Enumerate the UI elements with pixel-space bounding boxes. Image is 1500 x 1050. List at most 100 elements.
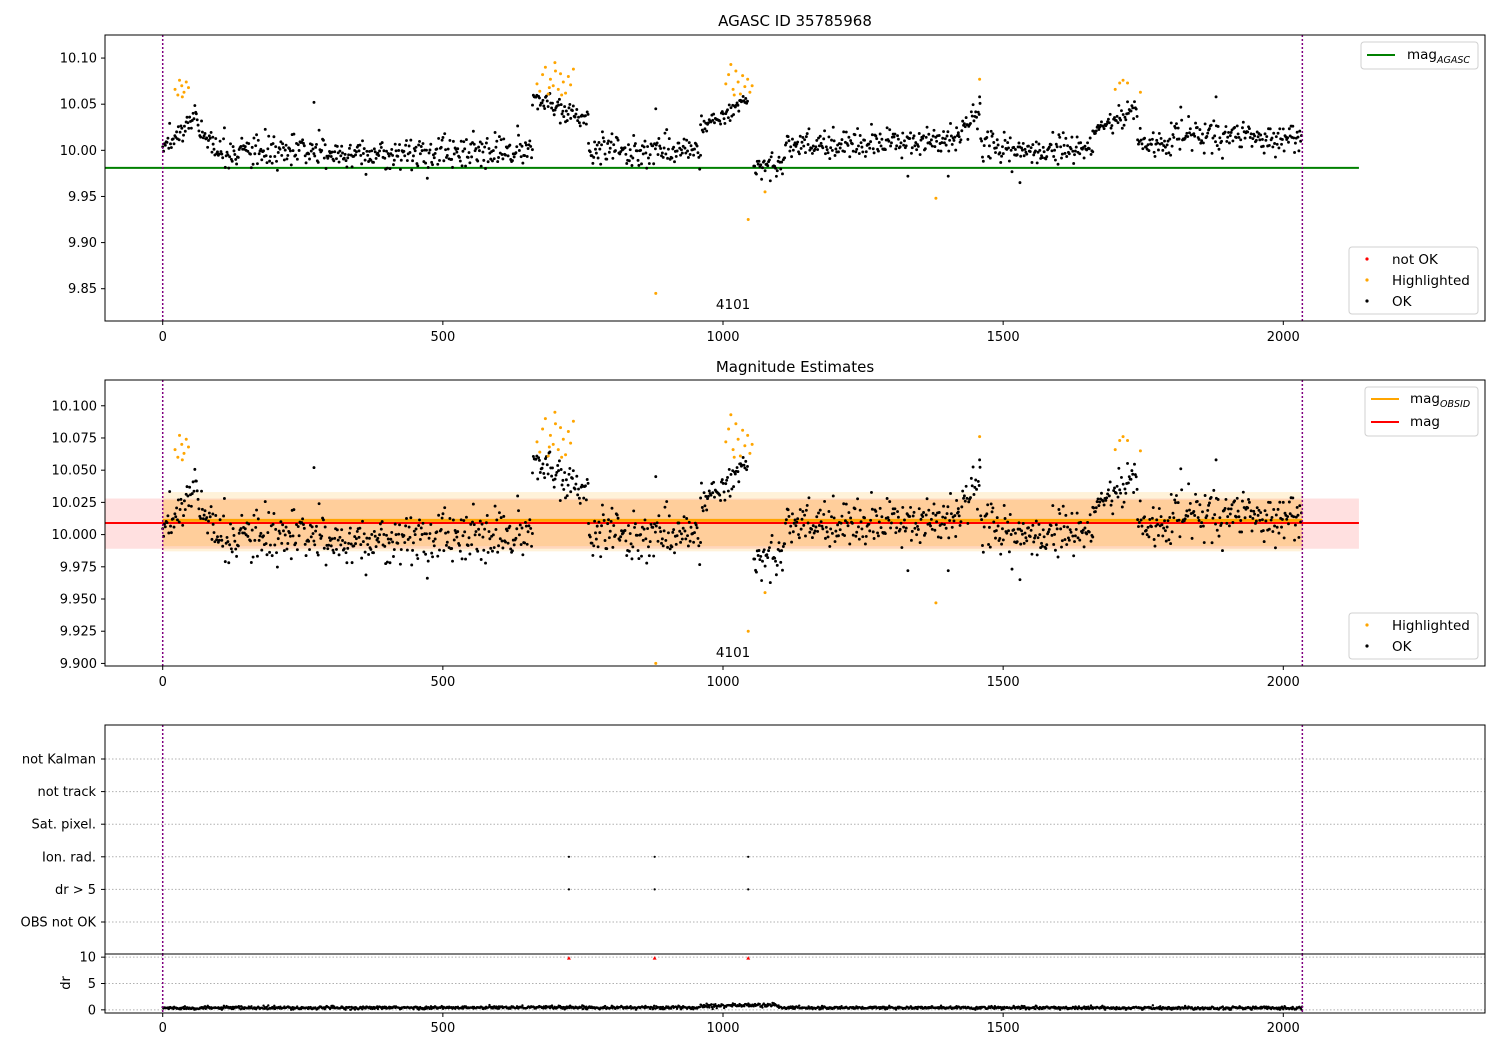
ok-point (624, 152, 628, 156)
ok-point (189, 126, 193, 130)
ok-point (354, 542, 358, 546)
ok-point (1291, 496, 1295, 500)
ok-point (1082, 545, 1086, 549)
ok-point (1040, 541, 1043, 545)
ok-point (797, 533, 800, 536)
ok-point (1207, 501, 1211, 505)
ok-point (1282, 149, 1286, 153)
ok-point (1133, 100, 1136, 104)
ok-point (387, 541, 391, 545)
ok-point (1163, 139, 1166, 143)
ok-point (830, 138, 833, 142)
ok-point (1083, 526, 1087, 530)
ok-point (692, 540, 696, 544)
ok-point (582, 121, 586, 125)
ok-point (857, 152, 861, 155)
ok-point (1155, 138, 1159, 142)
ok-point (469, 522, 473, 526)
ok-point (1214, 140, 1217, 144)
ok-point (909, 505, 913, 509)
ok-point (784, 141, 788, 145)
ok-point (916, 524, 919, 528)
ok-point (913, 526, 917, 530)
ok-point (703, 504, 707, 508)
ok-point (1217, 147, 1221, 151)
ok-point (431, 555, 434, 559)
ok-point (530, 148, 534, 152)
dr-point (743, 1005, 746, 1008)
ok-point (205, 516, 209, 519)
ok-point (169, 531, 173, 535)
ok-point (783, 156, 787, 160)
ok-point (263, 500, 267, 504)
ok-point (499, 138, 503, 142)
ok-point (846, 524, 850, 528)
ok-point (898, 145, 902, 149)
ok-point (312, 152, 316, 156)
ok-point (239, 527, 243, 530)
ok-point (460, 164, 464, 168)
ok-point (411, 541, 415, 545)
ok-point (1237, 515, 1241, 519)
highlighted-point (729, 63, 733, 67)
ok-point (562, 487, 566, 491)
ok-point (556, 464, 560, 467)
ok-point (222, 514, 226, 518)
ok-point (472, 142, 476, 146)
ok-point (1185, 131, 1189, 135)
ok-point (272, 512, 276, 515)
ok-point (813, 147, 817, 151)
ok-point (1064, 513, 1068, 517)
ok-point (986, 130, 990, 134)
highlighted-point (654, 661, 658, 665)
highlighted-point (566, 430, 570, 434)
ok-point (515, 527, 519, 531)
ok-point (495, 518, 499, 522)
ok-point (995, 516, 999, 520)
ok-point (319, 536, 323, 540)
dr-point (550, 1004, 554, 1007)
ok-point (725, 478, 729, 482)
highlighted-point (559, 426, 563, 430)
ok-point (425, 576, 429, 580)
ok-point (709, 493, 713, 497)
ok-point (303, 154, 307, 158)
ok-point (212, 531, 216, 534)
ok-point (427, 536, 431, 540)
ok-point (1109, 126, 1113, 130)
ok-point (1249, 132, 1253, 136)
ok-point (766, 164, 770, 168)
ok-point (240, 513, 244, 517)
ok-point (411, 159, 415, 163)
ok-point (1129, 477, 1133, 481)
ok-point (790, 155, 794, 159)
ok-point (817, 524, 821, 527)
ok-point (512, 543, 516, 547)
ok-point (843, 150, 847, 154)
ok-point (656, 539, 660, 543)
ok-point (1214, 95, 1218, 99)
highlighted-point (182, 451, 186, 455)
ok-point (654, 475, 658, 479)
ok-point (373, 534, 377, 538)
ok-point (952, 138, 956, 142)
ok-point (721, 481, 725, 485)
ok-point (1206, 131, 1210, 135)
ok-point (675, 534, 679, 538)
ok-point (578, 124, 582, 128)
ok-point (647, 156, 650, 160)
ok-point (933, 145, 937, 149)
ok-point (762, 159, 766, 163)
ok-point (949, 512, 953, 516)
ok-point (448, 138, 452, 142)
ok-point (737, 480, 741, 484)
ok-point (485, 514, 489, 517)
ok-point (996, 524, 1000, 528)
ok-point (374, 545, 378, 549)
ok-point (1164, 539, 1168, 543)
ok-point (878, 132, 882, 136)
ok-point (1153, 544, 1157, 548)
ok-point (1227, 130, 1231, 134)
ok-point (564, 496, 567, 500)
ok-point (763, 564, 767, 568)
